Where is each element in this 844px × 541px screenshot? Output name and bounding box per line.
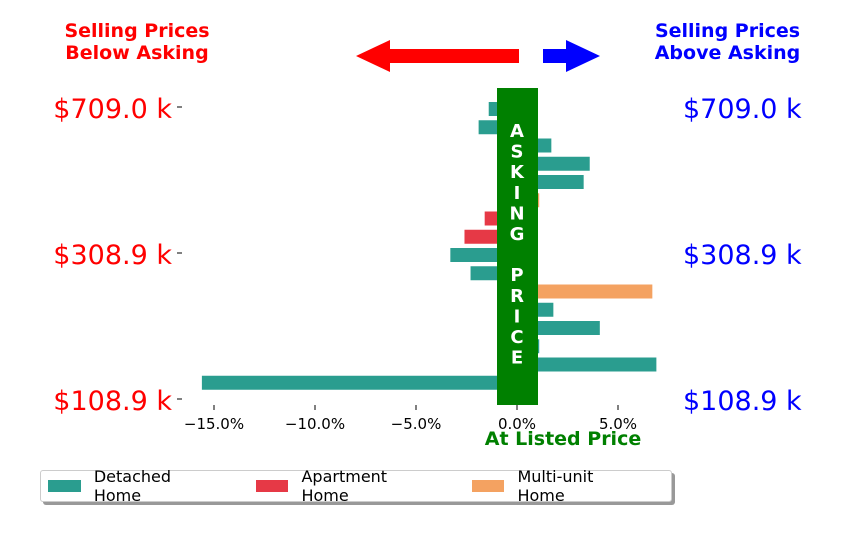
legend: Detached Home Apartment Home Multi-unit … <box>40 467 672 505</box>
y-tick-label-left: $308.9 k <box>53 240 172 271</box>
bar-row-15 <box>201 375 517 390</box>
y-tick-label-right: $108.9 k <box>683 386 802 417</box>
legend-item-detached: Detached Home <box>48 467 223 505</box>
y-tick-label-right: $709.0 k <box>683 94 802 125</box>
asking-price-letter: G <box>510 224 525 245</box>
header-below-line-2: Below Asking <box>65 42 209 64</box>
header-below-line-1: Selling Prices <box>64 20 210 42</box>
x-tick-label: −10.0% <box>285 415 345 433</box>
asking-price-letter: E <box>511 348 523 369</box>
legend-item-apartment: Apartment Home <box>255 467 439 505</box>
asking-price-letter: C <box>510 327 523 348</box>
right-arrow-icon <box>543 40 600 72</box>
legend-swatch-multiunit <box>471 480 505 492</box>
bar-row-10 <box>517 284 653 299</box>
y-tick-label-left: $108.9 k <box>53 386 172 417</box>
y-tick-labels: $709.0 k $709.0 k $308.9 k $308.9 k $108.9 k… <box>53 94 802 417</box>
asking-price-letter: P <box>510 265 523 286</box>
y-tick-label-left: $709.0 k <box>53 94 172 125</box>
direction-arrows <box>356 40 600 72</box>
asking-price-letter: I <box>514 183 521 204</box>
asking-price-letter: I <box>514 306 521 327</box>
asking-price-letter: S <box>511 142 524 163</box>
asking-price-letter: A <box>510 121 524 142</box>
listed-price-label: At Listed Price <box>485 428 641 450</box>
x-tick-label: 5.0% <box>599 415 637 433</box>
bar-row-14 <box>517 357 657 372</box>
header-below-asking: Selling Prices Below Asking <box>52 20 222 64</box>
legend-swatch-detached <box>48 480 81 492</box>
asking-price-letter: K <box>510 162 525 183</box>
legend-item-multiunit: Multi-unit Home <box>471 467 645 505</box>
asking-price-letter: R <box>510 286 524 307</box>
x-tick-label: −5.0% <box>391 415 442 433</box>
x-axis: −15.0% −10.0% −5.0% 0.0% 5.0%At Listed Price <box>184 405 641 450</box>
asking-price-bar <box>497 88 538 405</box>
y-tick-label-right: $308.9 k <box>683 240 802 271</box>
asking-price-letter: N <box>509 203 524 224</box>
header-above-line-2: Above Asking <box>654 42 801 64</box>
legend-label-apartment: Apartment Home <box>301 467 388 505</box>
header-above-line-1: Selling Prices <box>654 20 801 42</box>
left-arrow-icon <box>356 40 519 72</box>
bars-layer <box>201 102 657 390</box>
header-above-asking: Selling Prices Above Asking <box>640 20 815 64</box>
x-tick-label: 0.0% <box>498 415 536 433</box>
legend-label-detached: Detached Home <box>93 467 172 505</box>
legend-swatch-apartment <box>255 480 289 492</box>
x-tick-label: −15.0% <box>184 415 244 433</box>
legend-label-multiunit: Multi-unit Home <box>517 467 594 505</box>
